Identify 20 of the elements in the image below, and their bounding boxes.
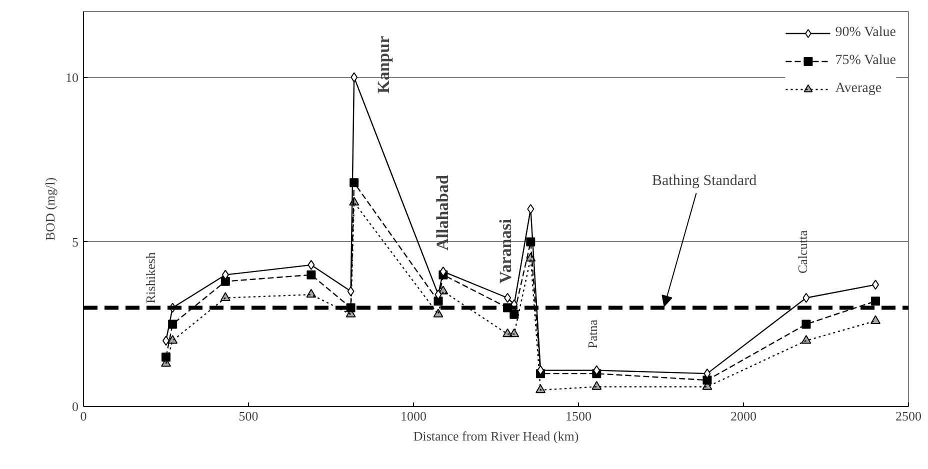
legend-label: 75% Value: [835, 53, 896, 69]
y-tick-label: 0: [72, 399, 78, 414]
x-tick-label: 1000: [400, 408, 426, 424]
annotation: Kanpur: [374, 35, 393, 94]
x-tick-label: 2500: [896, 408, 922, 424]
y-tick-label: 10: [66, 70, 78, 85]
x-axis-title: Distance from River Head (km): [413, 428, 579, 444]
legend-label: 90% Value: [835, 25, 896, 41]
annotation: Calcutta: [795, 230, 810, 274]
y-tick-label: 5: [72, 234, 78, 250]
y-axis-title: BOD (mg/l): [42, 177, 58, 241]
x-tick-label: 2000: [730, 408, 756, 424]
annotation: Bathing Standard: [652, 173, 758, 190]
legend-label: Average: [835, 81, 882, 97]
x-tick-label: 500: [238, 408, 258, 424]
x-tick-label: 1500: [566, 408, 592, 424]
annotation: Patna: [585, 319, 600, 348]
annotation: Rishikesh: [143, 252, 158, 304]
annotation: Varanasi: [496, 218, 515, 284]
annotation: Allahabad: [433, 174, 452, 250]
